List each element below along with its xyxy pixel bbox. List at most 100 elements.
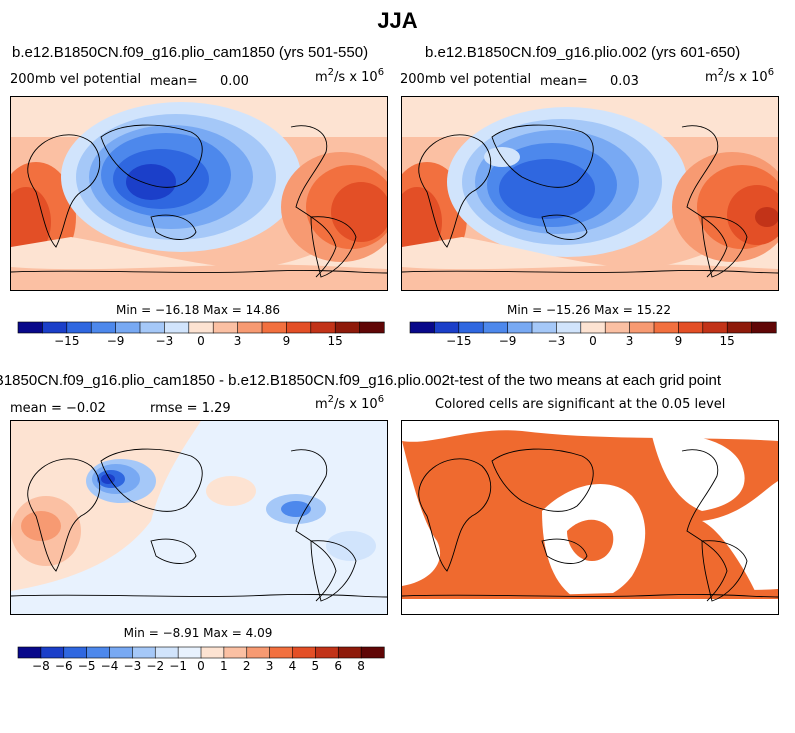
colorbar-swatch <box>42 321 68 334</box>
colorbar-tick-label: 6 <box>334 659 343 673</box>
panel2-units: m2/s x 106 <box>705 67 775 85</box>
units-exponent: 6 <box>377 394 385 405</box>
colorbar-tick-label: 15 <box>719 334 735 348</box>
panel1-mean-label: mean= <box>150 74 198 89</box>
panel1-mean-value: 0.00 <box>220 74 249 89</box>
colorbar-swatch <box>726 321 753 334</box>
units-tail: /s x 10 <box>334 70 378 85</box>
panel2-colorbar-labels: −15 −9 −3 0 3 9 15 <box>410 334 776 350</box>
colorbar-tick-label: 9 <box>674 334 683 348</box>
colorbar-swatch <box>177 646 202 659</box>
units-exponent: 6 <box>767 67 775 78</box>
colorbar-swatch <box>66 321 92 334</box>
colorbar-tick-label: 0 <box>197 659 205 673</box>
colorbar-tick-label: 2 <box>242 659 251 673</box>
colorbar-swatch <box>86 646 111 659</box>
colorbar-tick-label: −9 <box>106 334 125 348</box>
colorbar-tick-label: 0 <box>589 334 597 348</box>
colorbar-swatch <box>269 646 294 659</box>
colorbar-swatch <box>292 646 316 659</box>
colorbar-tick-label: −6 <box>54 659 73 673</box>
colorbar-swatch <box>310 321 336 334</box>
colorbar-swatch <box>17 646 42 659</box>
colorbar-tick-label: 5 <box>311 659 320 673</box>
colorbar-tick-label: −3 <box>155 334 174 348</box>
units-squared: 2 <box>717 67 725 78</box>
colorbar-swatch <box>17 321 44 334</box>
colorbar-swatch <box>751 321 777 334</box>
colorbar-swatch <box>315 646 339 659</box>
colorbar-swatch <box>629 321 655 334</box>
colorbar-swatch <box>653 321 680 334</box>
colorbar-swatch <box>164 321 190 334</box>
colorbar-tick-label: 3 <box>625 334 634 348</box>
colorbar-swatch <box>580 321 606 334</box>
colorbar-swatch <box>702 321 728 334</box>
colorbar-tick-label: −3 <box>547 334 566 348</box>
panel2-min-max: Min = −15.26 Max = 15.22 <box>506 303 672 317</box>
colorbar-tick-label: 15 <box>327 334 343 348</box>
colorbar-tick-label: 0 <box>197 334 205 348</box>
colorbar-swatch <box>507 321 533 334</box>
colorbar-swatch <box>115 321 141 334</box>
panel3-title-clip: b.e12.B1850CN.f09_g16.plio_cam1850 - b.e… <box>0 372 450 392</box>
colorbar-swatch <box>678 321 704 334</box>
page-title: JJA <box>377 8 418 33</box>
colorbar-swatch <box>90 321 117 334</box>
colorbar-tick-label: −5 <box>77 659 96 673</box>
panel1-title: b.e12.B1850CN.f09_g16.plio_cam1850 (yrs … <box>12 44 369 61</box>
colorbar-swatch <box>132 646 156 659</box>
colorbar-swatch <box>200 646 225 659</box>
panel2-variable-label: 200mb vel potential <box>400 72 532 87</box>
colorbar-swatch <box>154 646 179 659</box>
panel3-min-max: Min = −8.91 Max = 4.09 <box>123 626 273 640</box>
panel4-title: t-test of the two means at each grid poi… <box>450 372 721 389</box>
colorbar-swatch <box>556 321 582 334</box>
colorbar-swatch <box>63 646 88 659</box>
panel2-map <box>401 96 779 291</box>
colorbar-swatch <box>188 321 214 334</box>
colorbar-swatch <box>212 321 239 334</box>
colorbar-swatch <box>246 646 271 659</box>
units-tail: /s x 10 <box>334 397 378 412</box>
colorbar-swatch <box>434 321 460 334</box>
panel4-map <box>401 420 779 615</box>
colorbar-tick-label: 3 <box>233 334 242 348</box>
panel4-subtitle: Colored cells are significant at the 0.0… <box>435 397 726 412</box>
colorbar-abs-2 <box>409 321 777 334</box>
units-squared: 2 <box>327 67 335 78</box>
colorbar-tick-label: −1 <box>169 659 187 673</box>
colorbar-tick-label: −15 <box>446 334 472 348</box>
units-m: m <box>705 70 718 85</box>
panel1-colorbar <box>17 321 385 334</box>
colorbar-tick-label: 4 <box>288 659 297 673</box>
panel3-units: m2/s x 106 <box>315 394 385 412</box>
panel1-min-max: Min = −16.18 Max = 14.86 <box>115 303 281 317</box>
units-exponent: 6 <box>377 67 385 78</box>
colorbar-diff <box>17 646 385 659</box>
colorbar-tick-label: 9 <box>282 334 291 348</box>
panel3-colorbar <box>17 646 385 659</box>
colorbar-tick-label: −15 <box>54 334 80 348</box>
units-m: m <box>315 70 328 85</box>
colorbar-swatch <box>139 321 166 334</box>
units-m: m <box>315 397 328 412</box>
panel3-rmse: rmse = 1.29 <box>150 401 231 416</box>
panel1-map <box>10 96 388 291</box>
colorbar-tick-label: −8 <box>32 659 50 673</box>
colorbar-swatch <box>237 321 263 334</box>
colorbar-tick-label: −9 <box>498 334 517 348</box>
colorbar-swatch <box>409 321 436 334</box>
units-squared: 2 <box>327 394 335 405</box>
panel3-mean: mean = −0.02 <box>10 401 106 416</box>
colorbar-swatch <box>337 646 362 659</box>
colorbar-swatch <box>109 646 133 659</box>
panel1-variable-label: 200mb vel potential <box>10 72 142 87</box>
colorbar-swatch <box>604 321 631 334</box>
colorbar-swatch <box>482 321 509 334</box>
colorbar-tick-label: −3 <box>123 659 142 673</box>
panel3-title: b.e12.B1850CN.f09_g16.plio_cam1850 - b.e… <box>0 372 450 389</box>
colorbar-abs-1 <box>17 321 385 334</box>
panel1-colorbar-labels: −15 −9 −3 0 3 9 15 <box>18 334 384 350</box>
colorbar-tick-label: −2 <box>146 659 165 673</box>
